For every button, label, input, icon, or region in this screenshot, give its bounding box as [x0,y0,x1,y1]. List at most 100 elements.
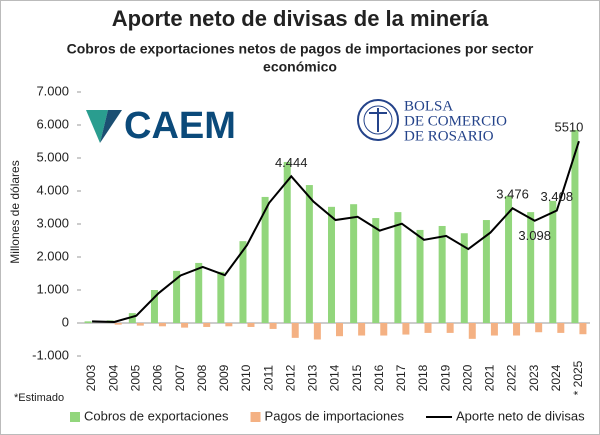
line [92,140,580,324]
bar [217,271,225,323]
y-tick-label: 1.000 [36,281,69,296]
bar [195,262,203,323]
logo-text: DE COMERCIO [404,113,507,129]
x-tick-label: 2023 [527,364,541,391]
data-label: 3.098 [518,228,551,243]
bar [446,323,454,333]
x-tick-label: 2003 [84,364,98,391]
bar [84,321,92,323]
bar [505,195,513,323]
note: *Estimado [14,392,64,404]
logo-text: CAEM [124,105,236,147]
x-tick-label: 2011 [261,365,275,391]
bar [150,290,158,323]
bar [136,323,144,326]
bar [291,323,299,338]
bar [557,323,565,333]
bar [203,323,211,327]
y-tick-label: 6.000 [36,116,69,131]
y-tick-label: 4.000 [36,182,69,197]
y-tick-label: 0 [62,314,69,329]
x-tick-label: 2017 [394,364,408,391]
y-tick-label: 5.000 [36,149,69,164]
bar [372,218,380,323]
x-tick-label: 2012 [283,364,297,391]
logo-emblem [363,105,393,135]
chart-title: Aporte neto de divisas de la minería [112,6,489,31]
bar [181,323,189,328]
x-tick-label: 2020 [460,364,474,391]
bar [313,323,321,340]
y-tick-label: -1.000 [32,347,69,362]
bar [239,241,247,323]
x-tick-label: 2009 [217,364,231,391]
bar [527,212,535,323]
logo-text: DE ROSARIO [404,128,494,144]
x-tick-label: * 2025 [571,360,585,395]
caem-logo: CAEM [86,105,236,147]
x-tick-label: 2004 [106,364,120,391]
bar [482,220,490,323]
bolsa-logo: BOLSA DE COMERCIO DE ROSARIO [357,98,507,144]
bar [283,161,291,323]
legend-label: Pagos de importaciones [265,408,405,423]
bar [358,323,366,336]
x-tick-label: 2007 [173,364,187,391]
logo-shape [86,110,108,143]
bar [350,204,358,323]
y-tick-label: 2.000 [36,248,69,263]
legend-swatch [250,412,261,422]
bar [460,233,468,323]
bar [468,323,476,339]
bar [114,323,122,325]
x-tick-label: 2018 [416,364,430,391]
x-tick-label: 2021 [483,364,497,391]
bar [394,212,402,323]
x-tick-label: 2019 [438,364,452,391]
bar [424,323,432,333]
bar [336,323,343,337]
bar [305,185,313,323]
bar [173,270,181,323]
x-tick-label: 2015 [350,364,364,391]
x-tick-label: 2005 [128,364,142,391]
y-axis-title: Millones de dólares [8,160,22,263]
bar [225,323,233,327]
bar [579,323,587,335]
x-tick-label: 2008 [195,364,209,391]
y-tick-label: 7.000 [36,83,69,98]
bar [402,323,410,335]
chart-subtitle: económico [263,59,337,75]
x-tick-label: 2006 [151,364,165,391]
data-label: 3.408 [541,189,574,204]
bar [513,323,521,336]
logo-text: BOLSA [404,98,453,114]
logo-emblem [357,99,399,141]
data-label: 4.444 [275,155,308,170]
legend-label: Aporte neto de divisas [456,408,585,423]
data-label: 3.476 [496,187,529,202]
bar [438,225,446,323]
x-tick-label: 2016 [372,364,386,391]
chart-subtitle: Cobros de exportaciones netos de pagos d… [67,41,534,57]
x-tick-label: 2022 [505,364,519,391]
bar [535,323,543,333]
x-tick-label: 2014 [328,364,342,391]
legend-label: Cobros de exportaciones [84,408,229,423]
y-tick-label: 3.000 [36,215,69,230]
bar [571,129,579,323]
x-tick-label: 2010 [239,364,253,391]
bar [261,196,269,323]
x-tick-label: 2024 [549,364,563,391]
bar [490,323,498,336]
bar [247,323,255,327]
bar [380,323,388,336]
bar [416,229,424,323]
x-tick-label: 2013 [306,364,320,391]
logo-shape [100,110,122,143]
bar [128,313,136,323]
bar [549,200,557,323]
data-label: 5510 [554,120,583,135]
